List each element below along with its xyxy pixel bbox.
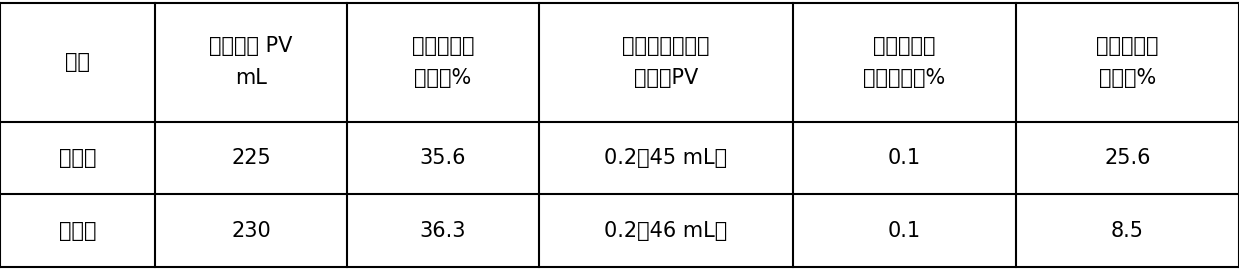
Text: 35.6: 35.6: [420, 148, 466, 168]
Text: 230: 230: [230, 221, 271, 241]
Text: 硫酸盐还原
菌噬菌体，%: 硫酸盐还原 菌噬菌体，%: [864, 36, 945, 89]
Text: 二次水驱采
收率，%: 二次水驱采 收率，%: [1097, 36, 1158, 89]
Text: 25.6: 25.6: [1104, 148, 1151, 168]
Text: 8.5: 8.5: [1111, 221, 1144, 241]
Text: 对照组: 对照组: [58, 221, 97, 241]
Text: 实验组: 实验组: [58, 148, 97, 168]
Text: 孔隙体积 PV
mL: 孔隙体积 PV mL: [209, 36, 292, 89]
Text: 0.2（46 mL）: 0.2（46 mL）: [605, 221, 727, 241]
Text: 36.3: 36.3: [420, 221, 466, 241]
Text: 0.1: 0.1: [888, 148, 921, 168]
Text: 定向调控激活剂
体系，PV: 定向调控激活剂 体系，PV: [622, 36, 710, 89]
Text: 0.1: 0.1: [888, 221, 921, 241]
Text: 225: 225: [230, 148, 271, 168]
Text: 一次水驱采
收率，%: 一次水驱采 收率，%: [411, 36, 475, 89]
Text: 组别: 组别: [64, 52, 90, 72]
Text: 0.2（45 mL）: 0.2（45 mL）: [605, 148, 727, 168]
